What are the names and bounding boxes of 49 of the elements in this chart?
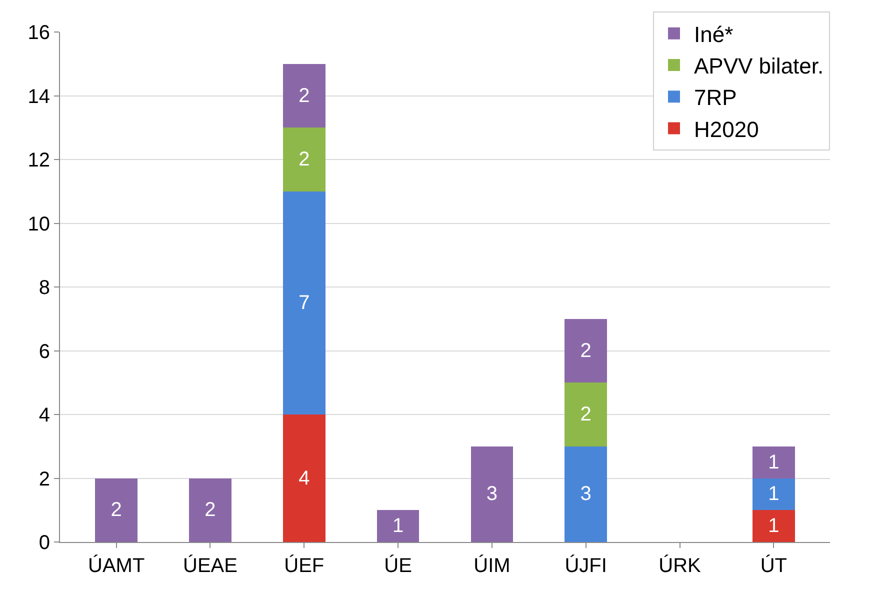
bar: [564, 318, 607, 383]
bar: [470, 446, 514, 542]
y-tick-label: 4: [38, 404, 50, 426]
data-label: 2: [298, 148, 310, 171]
data-label: 2: [580, 340, 592, 362]
data-label: 2: [110, 499, 122, 522]
x-tick-label: ÚEAE: [183, 554, 238, 577]
x-tick-label: ÚRK: [658, 554, 702, 577]
bar: [283, 128, 326, 192]
x-tick-label: ÚT: [760, 554, 787, 577]
y-tick-label: 16: [28, 22, 50, 44]
bar: [752, 446, 795, 478]
x-tick-label: ÚEF: [284, 554, 324, 577]
x-tick-label: ÚAMT: [88, 554, 145, 577]
y-tick-label: 2: [38, 468, 50, 490]
legend-label: APVV bilater.: [694, 54, 824, 79]
bar: [95, 478, 138, 542]
y-tick-label: 12: [28, 150, 50, 172]
x-tick-label: ÚJFI: [564, 554, 607, 577]
data-label: 1: [392, 515, 404, 538]
legend-label: 7RP: [694, 85, 737, 110]
data-label: 1: [768, 515, 780, 538]
bar: [564, 446, 607, 542]
bar: [189, 478, 232, 542]
data-label: 2: [298, 84, 310, 107]
x-tick-label: ÚIM: [474, 554, 510, 577]
data-label: 2: [204, 499, 216, 522]
y-tick-label: 0: [38, 532, 50, 554]
bar: [376, 510, 420, 542]
bar: [564, 382, 607, 446]
y-tick-label: 10: [28, 213, 50, 236]
y-tick-label: 14: [28, 86, 50, 108]
bar: [752, 510, 795, 542]
data-label: 1: [768, 483, 780, 506]
y-tick-label: 6: [38, 340, 50, 363]
y-tick-label: 8: [38, 277, 50, 299]
bar: [283, 64, 326, 128]
data-label: 4: [298, 467, 310, 490]
data-label: 2: [580, 404, 592, 426]
data-label: 3: [486, 483, 498, 506]
bar: [283, 414, 326, 542]
data-label: 7: [298, 292, 310, 314]
data-label: 1: [768, 451, 780, 474]
legend-label: Iné*: [694, 22, 734, 47]
bar: [283, 191, 326, 414]
x-tick-label: ÚE: [384, 554, 412, 577]
legend-label: H2020: [694, 116, 759, 142]
data-label: 3: [580, 483, 592, 506]
bar: [752, 478, 795, 510]
